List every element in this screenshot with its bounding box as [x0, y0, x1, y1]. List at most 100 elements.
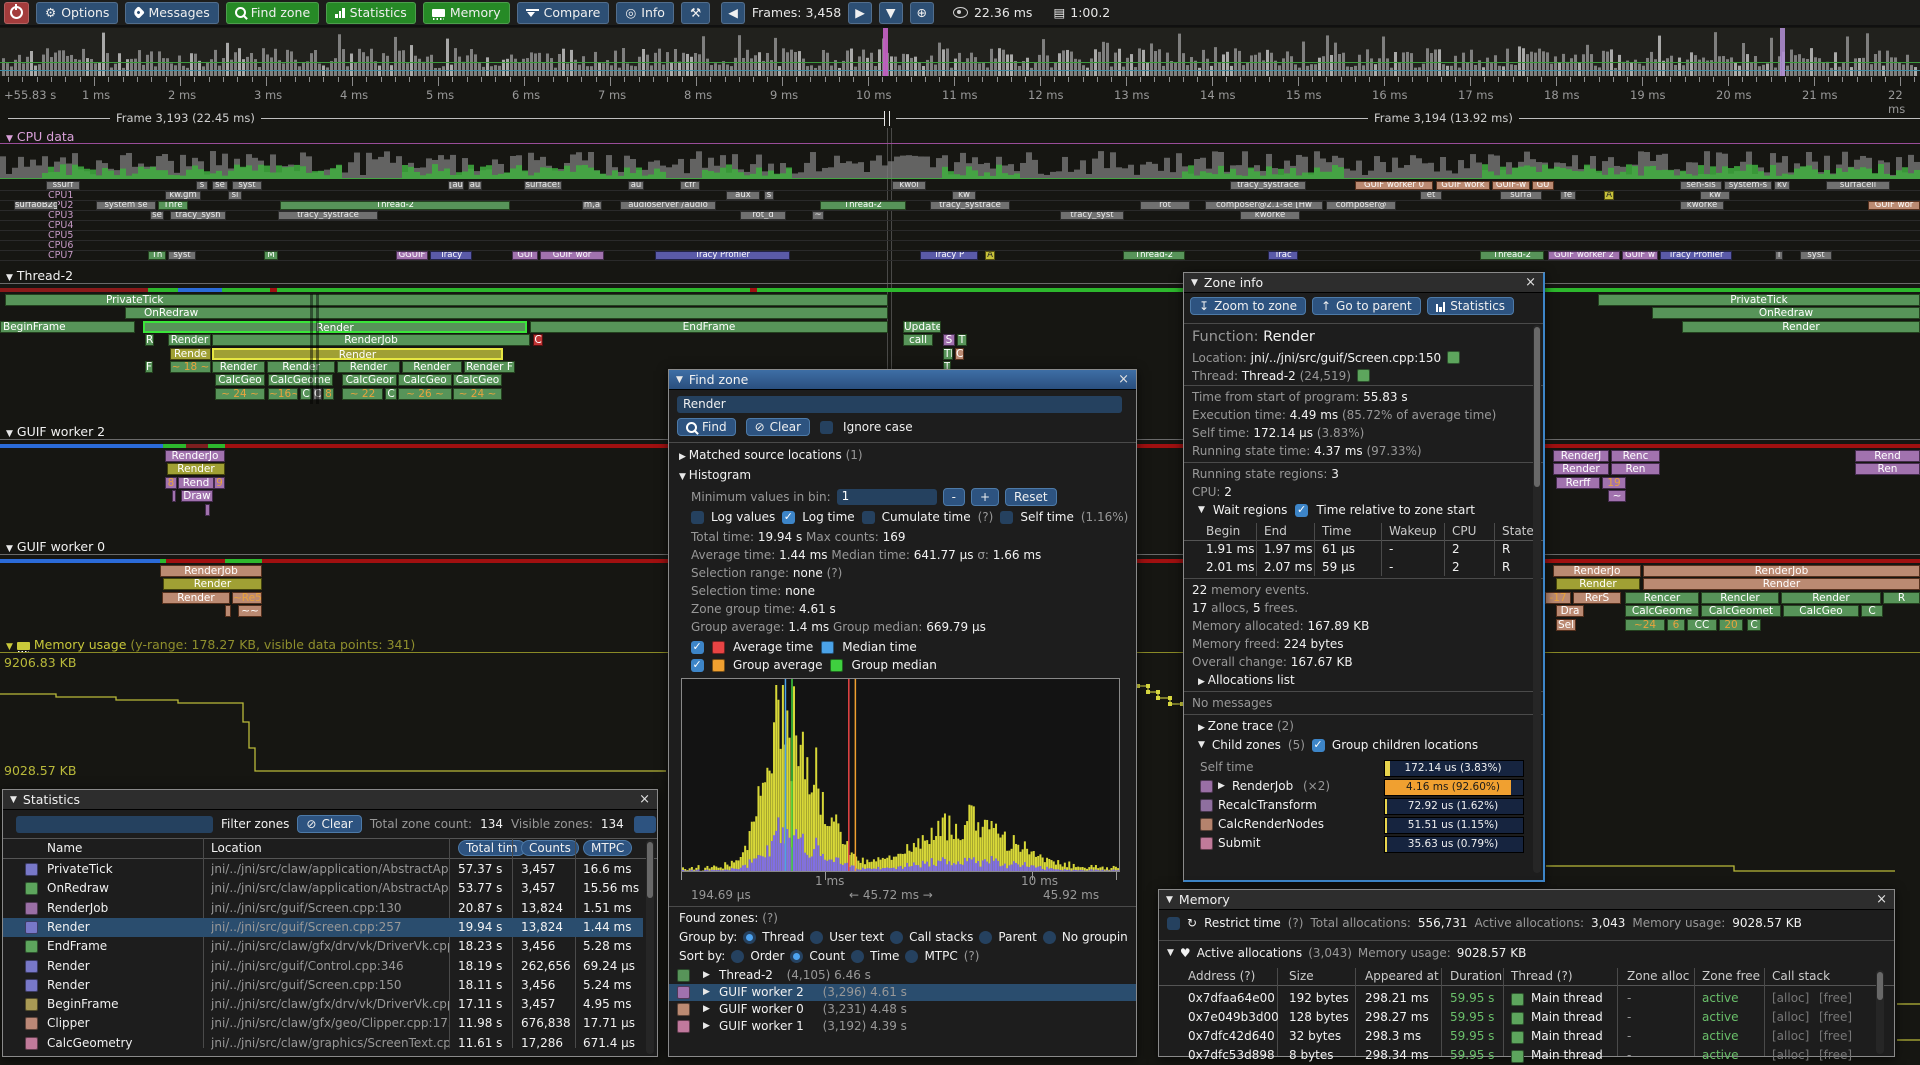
scrollbar-thumb[interactable]	[647, 842, 653, 898]
memory-scrollbar[interactable]	[1876, 970, 1884, 1054]
find-zone-button[interactable]: Find zone	[226, 2, 319, 24]
cpu-zone[interactable]: tracy_systrace	[930, 201, 1010, 210]
cpu-zone[interactable]: ~	[812, 211, 824, 220]
bin-increase-button[interactable]: +	[971, 488, 999, 506]
sort-by-radio[interactable]	[905, 950, 918, 963]
group-by-radio[interactable]	[743, 931, 756, 944]
cpu-zone[interactable]: fe	[1560, 191, 1576, 200]
timeline-zone[interactable]: ~ 22	[342, 388, 383, 400]
option-checkbox[interactable]	[782, 511, 795, 524]
timeline-zone[interactable]: CalcGeome	[268, 374, 333, 386]
timeline-zone[interactable]: R	[1883, 592, 1920, 604]
timeline-zone[interactable]: 19	[1602, 477, 1626, 489]
timeline-zone[interactable]: BeginFrame	[0, 321, 135, 333]
sort-by-radio[interactable]	[851, 950, 864, 963]
child-zone-row[interactable]: ▶RenderJob (×2)4.16 ms (92.60%)	[1184, 778, 1543, 796]
cpu-zone[interactable]: system-s	[1724, 181, 1772, 190]
timeline-zone[interactable]: RenderJob	[212, 334, 530, 346]
timeline-zone[interactable]: Render	[168, 334, 211, 346]
timeline-zone[interactable]: Rencer	[1625, 592, 1699, 604]
memory-button[interactable]: Memory	[423, 2, 510, 24]
cpu-zone[interactable]: Thread-2	[820, 201, 906, 210]
call-stack-alloc[interactable]: [alloc]	[1772, 1029, 1809, 1043]
find-button[interactable]: Find	[677, 418, 736, 436]
timeline-zone[interactable]: Render	[212, 348, 503, 360]
timeline-zone[interactable]: CalcGeome	[1625, 605, 1699, 617]
timeline-zone[interactable]: Rerff	[1556, 477, 1600, 489]
timeline-zone[interactable]: Render	[1781, 592, 1881, 604]
cpu-zone[interactable]: sen-sis	[1680, 181, 1722, 190]
statistics-button[interactable]: Statistics	[326, 2, 416, 24]
found-zone-group[interactable]: ▶GUIF worker 0 (3,231) 4.48 s	[669, 1001, 1136, 1018]
cpu-zone[interactable]: s	[764, 191, 774, 200]
timeline-zone[interactable]: Render	[167, 463, 225, 475]
thread-header[interactable]: ▼ GUIF worker 0	[6, 539, 105, 554]
timeline-zone[interactable]: Draw	[181, 490, 213, 502]
timeline-zone[interactable]: Render	[143, 321, 527, 333]
timeline-zone[interactable]: C	[385, 388, 397, 400]
found-zone-group[interactable]: ▶Thread-2 (4,105) 6.46 s	[669, 967, 1136, 984]
timeline-zone[interactable]: ~~	[238, 605, 262, 617]
timeline-zone[interactable]: T	[957, 334, 967, 346]
timeline-zone[interactable]: CalcGeor	[342, 374, 397, 386]
cpu-zone[interactable]: GUIF work	[1436, 181, 1490, 190]
cpu-zone[interactable]: kworke	[1240, 211, 1300, 220]
timeline-zone[interactable]	[225, 605, 231, 617]
timeline-zone[interactable]: ~	[1608, 490, 1626, 502]
cpu-zone[interactable]: kw	[1700, 191, 1730, 200]
cpu-zone[interactable]: se	[150, 211, 164, 220]
timeline-zone[interactable]: Ren	[1855, 463, 1920, 475]
timeline-zone[interactable]: Render	[163, 578, 262, 590]
cpu-zone[interactable]: si	[228, 191, 242, 200]
zone-trace-row[interactable]: ▶ Zone trace (2)	[1198, 719, 1294, 733]
call-stack-free[interactable]: [free]	[1819, 1010, 1852, 1024]
cpu-zone[interactable]: l	[1775, 251, 1783, 260]
timeline-zone[interactable]: R	[145, 334, 154, 346]
cpu-zone[interactable]: aux	[726, 191, 760, 200]
cpu-zone[interactable]: au	[628, 181, 644, 190]
thread-header[interactable]: ▼ Thread-2	[6, 268, 73, 283]
cpu-zone[interactable]: kw.gm	[165, 191, 201, 200]
goto-frame-button[interactable]: ⊕	[910, 2, 934, 24]
timeline-zone[interactable]: Render	[212, 361, 265, 373]
cpu-zone[interactable]: et	[1420, 191, 1442, 200]
cpu-zone[interactable]: surfa	[1500, 191, 1542, 200]
timeline-zone[interactable]: RenderJob	[160, 565, 262, 577]
cpu-zone[interactable]: se	[212, 181, 228, 190]
cpu-zone[interactable]: GUIF wor	[540, 251, 604, 260]
timeline-zone[interactable]	[172, 490, 176, 502]
timeline-zone[interactable]: PrivateTick	[1598, 294, 1920, 306]
allocations-list-row[interactable]: ▶ Allocations list	[1198, 673, 1295, 687]
timeline-zone[interactable]: Render	[1643, 578, 1920, 590]
group-by-radio[interactable]	[979, 931, 992, 944]
power-button[interactable]	[4, 2, 29, 24]
timeline-zone[interactable]: Render	[1556, 578, 1640, 590]
cpu-zone[interactable]: Thread-2	[1480, 251, 1544, 260]
timeline-zone[interactable]: Rend	[178, 477, 214, 489]
option-checkbox[interactable]	[862, 511, 875, 524]
zone-info-title-bar[interactable]: ▼Zone info×	[1184, 273, 1543, 293]
call-stack-free[interactable]: [free]	[1819, 1048, 1852, 1062]
timeline-zone[interactable]: 8	[165, 477, 177, 489]
timeline-zone[interactable]: CalcGeo	[1783, 605, 1859, 617]
prev-frame-button[interactable]: ◀	[721, 2, 745, 24]
timeline-zone[interactable]: C	[1861, 605, 1883, 617]
info-button[interactable]: ◎Info	[616, 2, 674, 24]
cpu-zone[interactable]: GUIF worker 0	[1355, 181, 1433, 190]
timeline-zone[interactable]: ~ 24 ~	[453, 388, 502, 400]
bin-decrease-button[interactable]: -	[943, 488, 965, 506]
cpu-zone[interactable]: GUIF wor	[1868, 201, 1920, 210]
cpu-zone[interactable]: kv	[1774, 181, 1790, 190]
aux-input[interactable]	[634, 816, 656, 833]
timeline-zone[interactable]: RenderJo	[165, 450, 225, 462]
timeline-zone[interactable]: Render F	[464, 361, 515, 373]
scrollbar-thumb[interactable]	[1534, 327, 1540, 487]
timeline-zone[interactable]: S	[943, 334, 955, 346]
cpu-zone[interactable]: [au	[448, 181, 464, 190]
cpu-zone[interactable]: GUIF-w	[1492, 181, 1530, 190]
